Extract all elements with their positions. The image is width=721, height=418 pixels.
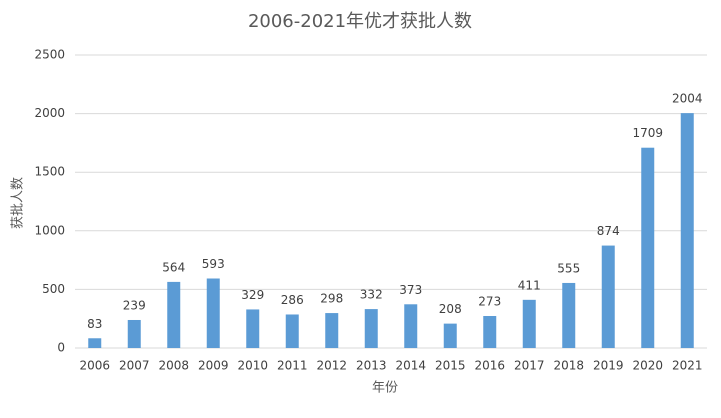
data-label: 239 <box>123 298 146 312</box>
x-tick-label: 2010 <box>237 359 268 373</box>
x-tick-label: 2009 <box>198 359 229 373</box>
x-tick-label: 2018 <box>553 359 584 373</box>
x-tick-label: 2017 <box>514 359 545 373</box>
data-label: 329 <box>241 288 264 302</box>
bar <box>325 313 339 348</box>
bar <box>641 147 655 348</box>
data-label: 208 <box>439 302 462 316</box>
data-label: 2004 <box>672 92 703 106</box>
x-tick-label: 2012 <box>316 359 347 373</box>
bar <box>167 281 181 348</box>
x-tick-label: 2007 <box>119 359 150 373</box>
data-label: 874 <box>597 224 620 238</box>
x-tick-label: 2008 <box>158 359 189 373</box>
x-tick-label: 2013 <box>356 359 387 373</box>
bar <box>88 338 102 348</box>
y-tick-label: 1500 <box>34 165 65 179</box>
y-tick-label: 2000 <box>34 106 65 120</box>
data-label: 298 <box>320 292 343 306</box>
data-label: 332 <box>360 288 383 302</box>
x-tick-label: 2014 <box>395 359 426 373</box>
bar <box>601 245 615 348</box>
x-tick-label: 2006 <box>79 359 110 373</box>
x-tick-label: 2020 <box>632 359 663 373</box>
x-tick-label: 2021 <box>672 359 703 373</box>
x-tick-label: 2011 <box>277 359 308 373</box>
data-label: 564 <box>162 260 185 274</box>
data-label: 273 <box>478 295 501 309</box>
data-label: 373 <box>399 283 422 297</box>
x-tick-label: 2019 <box>593 359 624 373</box>
y-axis-title: 获批人数 <box>11 177 26 229</box>
chart-title: 2006-2021年优才获批人数 <box>248 11 472 32</box>
bar <box>562 282 576 348</box>
y-tick-label: 2500 <box>34 48 65 62</box>
bar <box>364 309 378 348</box>
data-label: 593 <box>202 257 225 271</box>
x-axis-title: 年份 <box>372 381 398 396</box>
y-tick-label: 1000 <box>34 223 65 237</box>
data-label: 83 <box>87 317 102 331</box>
data-label: 286 <box>281 293 304 307</box>
x-tick-label: 2016 <box>474 359 505 373</box>
bar <box>404 304 418 348</box>
bar <box>246 309 260 348</box>
bar <box>206 278 220 348</box>
data-label: 1709 <box>632 126 663 140</box>
y-tick-label: 0 <box>57 341 65 355</box>
data-label: 411 <box>518 278 541 292</box>
x-tick-label: 2015 <box>435 359 466 373</box>
bar <box>285 314 299 348</box>
bar <box>522 299 536 348</box>
bar <box>443 323 457 348</box>
bar <box>680 113 694 349</box>
y-tick-label: 500 <box>42 282 65 296</box>
bar <box>483 316 497 348</box>
data-label: 555 <box>557 261 580 275</box>
bar <box>127 319 141 348</box>
